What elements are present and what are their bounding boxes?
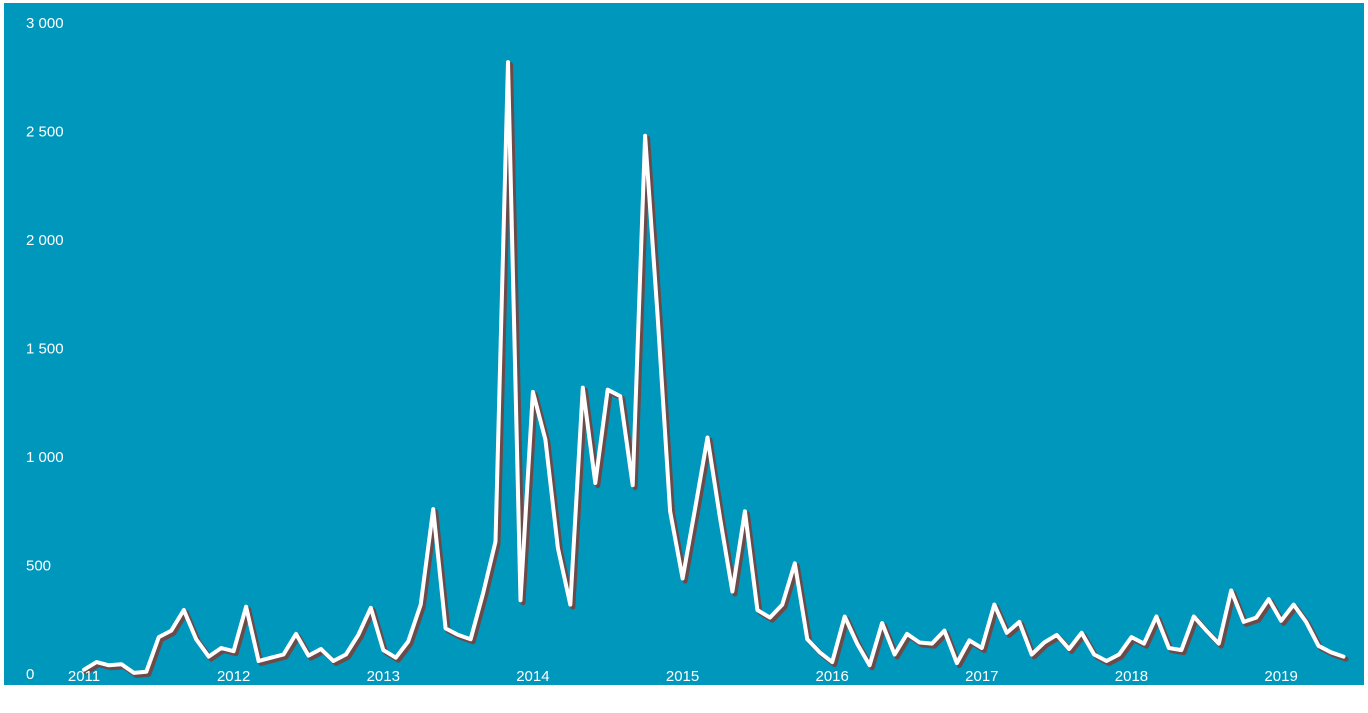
series-line-path	[82, 60, 1346, 675]
x-tick-label: 2013	[367, 668, 400, 685]
x-tick-label: 2019	[1264, 668, 1297, 685]
series-line	[82, 60, 1346, 675]
y-axis-ticks: 0 500 1 000 1 500 2 000 2 500 3 000	[26, 15, 64, 683]
y-tick-label: 500	[26, 558, 51, 575]
x-tick-label: 2017	[965, 668, 998, 685]
y-tick-label: 1 000	[26, 449, 64, 466]
x-tick-label: 2012	[217, 668, 250, 685]
x-tick-label: 2018	[1115, 668, 1148, 685]
y-tick-label: 2 000	[26, 232, 64, 249]
x-tick-label: 2015	[666, 668, 699, 685]
x-axis-ticks: 2011 2012 2013 2014 2015 2016 2017 2018 2019	[68, 668, 1298, 685]
y-tick-label: 1 500	[26, 341, 64, 358]
chart: 0 500 1 000 1 500 2 000 2 500 3 000 2011 2012 20…	[4, 3, 1368, 685]
y-tick-label: 2 500	[26, 124, 64, 141]
y-tick-label: 3 000	[26, 15, 64, 32]
x-tick-label: 2016	[816, 668, 849, 685]
x-tick-label: 2011	[68, 668, 100, 685]
y-tick-label: 0	[26, 666, 34, 683]
x-tick-label: 2014	[516, 668, 549, 685]
